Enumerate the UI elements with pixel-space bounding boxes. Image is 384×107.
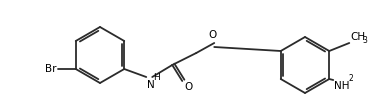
Text: NH: NH (334, 81, 350, 91)
Text: H: H (153, 73, 160, 82)
Text: O: O (208, 30, 216, 40)
Text: 3: 3 (362, 36, 367, 45)
Text: 2: 2 (348, 74, 353, 83)
Text: Br: Br (45, 64, 57, 74)
Text: O: O (184, 82, 192, 92)
Text: N: N (147, 80, 155, 90)
Text: CH: CH (350, 32, 365, 42)
